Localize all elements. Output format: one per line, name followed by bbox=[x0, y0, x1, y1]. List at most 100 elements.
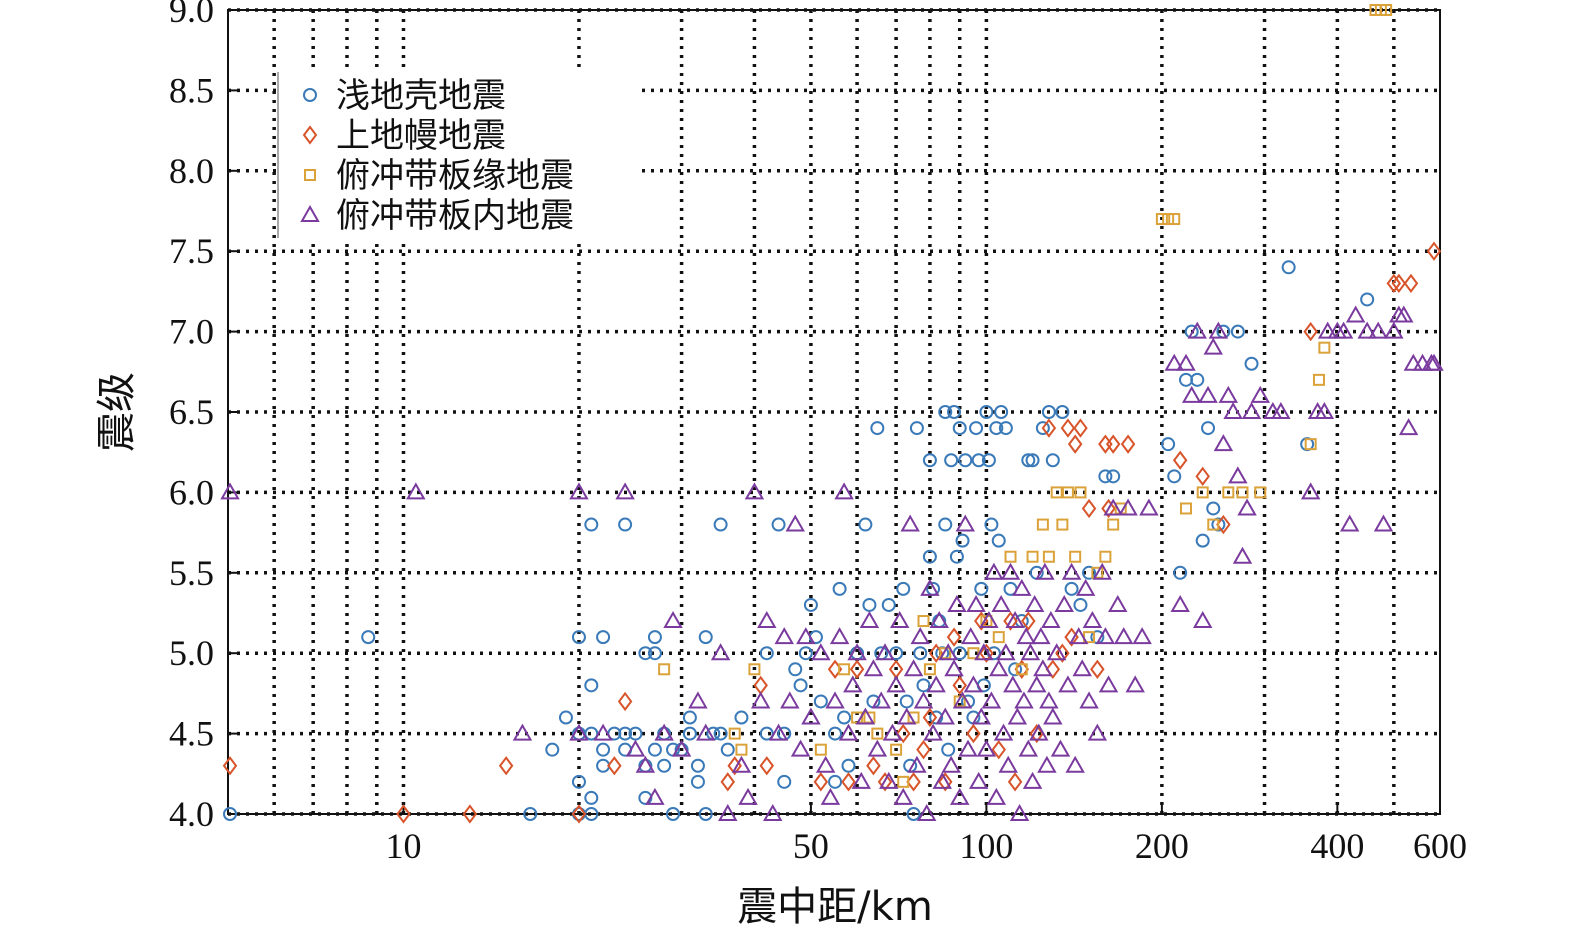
data-point bbox=[647, 630, 662, 645]
data-point bbox=[834, 482, 854, 500]
data-point bbox=[1082, 611, 1103, 629]
data-point bbox=[838, 663, 851, 676]
data-point bbox=[1181, 385, 1202, 403]
data-point bbox=[1007, 772, 1023, 792]
data-point bbox=[1005, 611, 1025, 629]
data-point bbox=[1041, 405, 1056, 419]
data-point bbox=[992, 631, 1005, 644]
data-point bbox=[849, 659, 865, 679]
data-point bbox=[932, 771, 952, 789]
data-point bbox=[663, 611, 683, 629]
data-point bbox=[832, 581, 847, 596]
data-point bbox=[1314, 401, 1335, 419]
data-point bbox=[571, 774, 586, 789]
data-point bbox=[811, 643, 831, 661]
data-point bbox=[974, 643, 994, 661]
data-point bbox=[738, 787, 758, 805]
data-point bbox=[828, 726, 843, 741]
legend-marker-3 bbox=[304, 169, 316, 181]
data-point bbox=[976, 739, 997, 757]
data-point bbox=[1035, 421, 1050, 436]
data-point bbox=[926, 675, 946, 693]
data-point bbox=[1046, 643, 1067, 661]
data-point bbox=[696, 723, 716, 741]
data-point bbox=[941, 755, 961, 773]
data-point bbox=[1357, 321, 1377, 339]
data-point bbox=[1009, 803, 1030, 821]
data-point bbox=[871, 727, 884, 740]
data-point bbox=[1164, 353, 1184, 371]
data-point bbox=[989, 659, 1009, 677]
data-point bbox=[1106, 469, 1121, 484]
data-point bbox=[847, 643, 867, 661]
data-point bbox=[1213, 434, 1234, 452]
data-point bbox=[498, 756, 514, 776]
data-point bbox=[1218, 385, 1239, 403]
data-point bbox=[1190, 372, 1205, 387]
data-point bbox=[647, 646, 662, 661]
data-point bbox=[698, 807, 713, 821]
data-point bbox=[512, 723, 533, 741]
data-point bbox=[1045, 659, 1061, 679]
data-point bbox=[897, 707, 917, 725]
data-point bbox=[759, 646, 774, 661]
y-tick-label: 4.0 bbox=[169, 794, 214, 834]
data-point bbox=[1033, 659, 1053, 677]
data-point bbox=[938, 643, 958, 661]
data-point bbox=[859, 611, 880, 629]
data-point bbox=[462, 804, 478, 824]
data-point bbox=[966, 723, 981, 744]
data-point bbox=[1198, 385, 1218, 403]
data-point bbox=[768, 723, 789, 741]
x-tick-label: 400 bbox=[1310, 826, 1364, 866]
data-point bbox=[771, 517, 786, 532]
data-point bbox=[798, 646, 813, 661]
data-point bbox=[638, 646, 653, 661]
data-point bbox=[1312, 373, 1325, 386]
y-tick-label: 6.0 bbox=[169, 472, 214, 512]
data-point bbox=[1050, 486, 1063, 499]
data-point bbox=[938, 772, 953, 792]
data-point bbox=[748, 663, 761, 676]
data-point bbox=[545, 742, 560, 757]
data-point bbox=[1391, 273, 1407, 294]
data-point bbox=[1237, 498, 1257, 516]
data-point bbox=[1098, 434, 1113, 454]
legend-background bbox=[276, 68, 636, 244]
data-point bbox=[1167, 469, 1182, 484]
data-point bbox=[1195, 533, 1210, 548]
data-point bbox=[1241, 401, 1262, 419]
data-point bbox=[1236, 486, 1249, 499]
data-point bbox=[757, 611, 777, 629]
data-point bbox=[584, 517, 599, 532]
data-point bbox=[941, 742, 956, 757]
y-axis-title: 震级 bbox=[94, 372, 140, 452]
data-point bbox=[906, 772, 921, 792]
y-tick-label: 8.5 bbox=[169, 70, 214, 110]
y-tick-label: 7.5 bbox=[169, 231, 214, 271]
data-point bbox=[1403, 353, 1424, 371]
data-point bbox=[1360, 292, 1375, 307]
data-point bbox=[584, 678, 599, 693]
data-point bbox=[1042, 550, 1055, 563]
data-point bbox=[886, 675, 906, 693]
data-point bbox=[1223, 401, 1243, 419]
y-tick-label: 9.0 bbox=[169, 0, 214, 30]
data-point bbox=[1373, 514, 1394, 532]
data-point bbox=[986, 787, 1007, 805]
data-point bbox=[1271, 401, 1291, 419]
data-point bbox=[944, 453, 959, 468]
legend-label-4: 俯冲带板内地震 bbox=[336, 196, 574, 236]
data-point bbox=[1055, 405, 1070, 419]
data-point bbox=[753, 675, 768, 696]
data-point bbox=[944, 659, 964, 677]
data-point bbox=[1015, 663, 1028, 676]
data-point bbox=[1072, 659, 1092, 677]
data-point bbox=[1196, 486, 1209, 499]
data-point bbox=[814, 743, 827, 756]
data-point bbox=[1281, 260, 1296, 275]
data-point bbox=[645, 787, 665, 805]
data-point bbox=[780, 691, 800, 709]
data-point bbox=[1021, 453, 1036, 468]
